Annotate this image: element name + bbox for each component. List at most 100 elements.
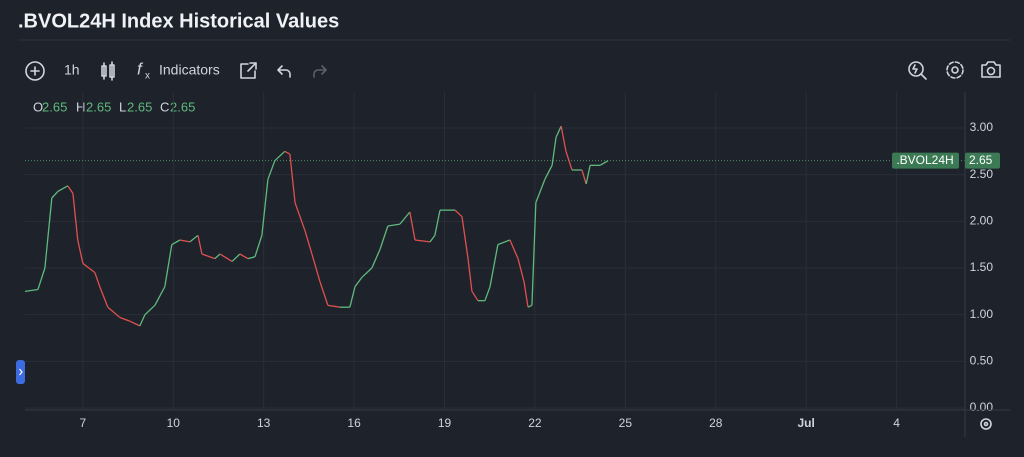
- price-segment: [585, 165, 591, 185]
- snapshot-button[interactable]: [981, 61, 1001, 78]
- price-segment: [289, 154, 296, 203]
- price-segment: [171, 239, 181, 246]
- price-segment: [361, 267, 373, 278]
- chart-type-button[interactable]: [101, 61, 115, 81]
- price-segment: [164, 244, 173, 287]
- price-segment: [94, 272, 101, 287]
- price-segment: [409, 211, 416, 241]
- price-tag: 2.65: [969, 153, 993, 167]
- price-segment: [461, 216, 469, 259]
- y-tick-label: 0.00: [970, 400, 994, 414]
- x-tick-label: 25: [619, 416, 633, 430]
- price-segment: [379, 225, 389, 250]
- price-segment: [454, 209, 463, 218]
- price-segment: [294, 202, 306, 231]
- price-segment: [267, 160, 276, 180]
- undo-button[interactable]: [277, 65, 291, 78]
- quick-search-button[interactable]: [908, 61, 927, 80]
- price-segment: [581, 169, 587, 185]
- price-segment: [523, 281, 529, 308]
- price-segment: [497, 239, 511, 246]
- redo-button[interactable]: [313, 65, 327, 78]
- price-segment: [129, 320, 141, 327]
- axis-settings-button[interactable]: [980, 418, 992, 430]
- price-segment: [179, 239, 190, 243]
- price-segment: [67, 185, 74, 194]
- x-tick-label: 7: [80, 416, 87, 430]
- low-label: L: [119, 99, 126, 114]
- price-segment: [599, 160, 609, 166]
- x-tick-label: 10: [167, 416, 181, 430]
- price-segment: [429, 234, 436, 243]
- series-tag: .BVOL24H: [896, 153, 953, 167]
- price-segment: [44, 197, 53, 269]
- price-segment: [387, 223, 401, 227]
- add-button[interactable]: [25, 61, 45, 81]
- page-title: .BVOL24H Index Historical Values: [18, 10, 339, 32]
- settings-button[interactable]: [946, 61, 964, 79]
- price-segment: [214, 253, 221, 260]
- price-segment: [77, 239, 84, 264]
- y-tick-label: 0.50: [970, 354, 994, 368]
- price-segment: [82, 262, 96, 274]
- price-segment: [154, 286, 166, 306]
- price-segment: [51, 191, 59, 199]
- x-tick-label: 28: [709, 416, 723, 430]
- x-tick-label: Jul: [798, 416, 815, 430]
- price-segment: [189, 234, 199, 243]
- price-segment: [354, 276, 363, 288]
- plot: 0.00 0.50 1.00 1.50 2.00 2.50 3.00 7 10 13 16 19 22 2…: [24, 92, 994, 430]
- price-segment: [319, 281, 329, 306]
- x-tick-label: 4: [893, 416, 900, 430]
- open-label: O: [33, 99, 43, 114]
- price-segment: [284, 150, 291, 155]
- price-segment: [37, 267, 46, 290]
- price-segment: [531, 202, 537, 306]
- x-tick-label: 16: [347, 416, 361, 430]
- price-segment: [489, 244, 499, 287]
- price-segment: [119, 316, 131, 322]
- handle-arrow: [19, 368, 23, 376]
- price-segment: [555, 125, 562, 138]
- svg-text:x: x: [145, 71, 150, 82]
- indicators-button[interactable]: Indicators: [159, 62, 220, 78]
- close-value: 2.65: [170, 99, 195, 114]
- price-segment: [254, 235, 263, 257]
- price-segment: [327, 304, 341, 308]
- price-segment: [72, 193, 79, 241]
- price-segment: [24, 288, 39, 292]
- y-tick-label: 1.00: [970, 307, 994, 321]
- open-value: 2.65: [42, 99, 67, 114]
- low-value: 2.65: [127, 99, 152, 114]
- price-segment: [551, 137, 557, 166]
- price-segment: [471, 290, 479, 302]
- price-segment: [99, 286, 109, 308]
- price-segment: [535, 179, 546, 203]
- price-segment: [565, 151, 573, 171]
- price-segment: [261, 179, 269, 236]
- price-segment: [219, 253, 233, 263]
- side-panel-handle[interactable]: [16, 360, 25, 384]
- y-tick-label: 2.50: [970, 167, 994, 181]
- price-segment: [544, 165, 553, 180]
- price-segment: [139, 314, 146, 327]
- price-segment: [304, 230, 313, 255]
- price-segment: [399, 211, 411, 225]
- price-segment: [239, 253, 249, 260]
- close-label: C: [160, 99, 169, 114]
- price-segment: [517, 258, 525, 283]
- price-segment: [197, 235, 203, 255]
- y-tick-label: 2.00: [970, 214, 994, 228]
- price-segment: [414, 239, 431, 243]
- price-segment: [144, 304, 156, 316]
- interval-button[interactable]: 1h: [64, 62, 80, 78]
- price-segment: [57, 185, 69, 193]
- popout-button[interactable]: [240, 62, 257, 79]
- price-segment: [434, 210, 441, 236]
- x-tick-label: 19: [438, 416, 452, 430]
- y-tick-label: 1.50: [970, 260, 994, 274]
